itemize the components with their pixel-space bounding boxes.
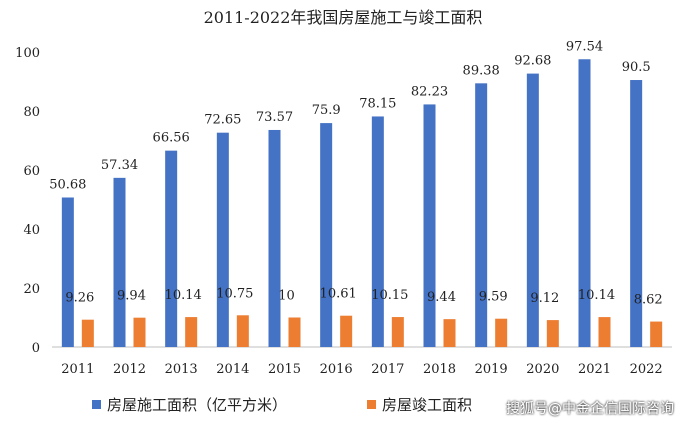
- legend-swatch-series-2: [367, 400, 376, 409]
- x-tick-label: 2015: [268, 362, 301, 377]
- bar-series-2: [391, 317, 404, 347]
- bar-series-2: [650, 321, 663, 347]
- bar-series-1: [423, 104, 436, 347]
- x-tick-label: 2013: [165, 362, 198, 377]
- data-label-series-1: 72.65: [204, 113, 241, 128]
- x-tick-label: 2012: [113, 362, 146, 377]
- legend-label-series-2: 房屋竣工面积: [382, 396, 473, 414]
- bar-series-2: [185, 317, 198, 347]
- data-label-series-2: 9.94: [117, 289, 146, 304]
- data-label-series-1: 92.68: [514, 54, 551, 69]
- bar-series-1: [113, 177, 126, 347]
- data-label-series-2: 9.26: [65, 291, 94, 306]
- bar-chart: 0 20 40 60 80 100 2011 2012 2013 2014 2015 2016 2017…: [15, 39, 672, 377]
- x-tick-label: 2018: [423, 362, 456, 377]
- x-tick-label: 2019: [475, 362, 508, 377]
- data-label-series-2: 10.61: [320, 287, 357, 302]
- watermark: 搜狐号@中金企信国际咨询: [506, 401, 674, 417]
- bar-series-1: [526, 73, 539, 348]
- bar-series-1: [578, 59, 591, 348]
- data-label-series-2: 8.62: [634, 293, 663, 308]
- bar-series-2: [81, 319, 94, 347]
- x-tick-label: 2011: [61, 362, 94, 377]
- bar-series-1: [61, 197, 74, 347]
- y-tick-label: 100: [15, 46, 40, 61]
- bar-series-1: [320, 123, 333, 347]
- data-label-series-1: 66.56: [153, 131, 190, 146]
- legend-item-series-1: 房屋施工面积（亿平方米）: [92, 394, 287, 415]
- data-label-series-1: 97.54: [566, 39, 603, 54]
- data-label-series-2: 9.12: [530, 291, 559, 306]
- bar-series-1: [216, 132, 229, 347]
- data-label-series-1: 73.57: [256, 110, 293, 125]
- x-tick-label: 2022: [630, 362, 663, 377]
- x-tick-label: 2021: [578, 362, 611, 377]
- bar-series-2: [546, 320, 559, 347]
- data-label-series-1: 78.15: [359, 96, 396, 111]
- data-label-series-1: 57.34: [101, 158, 138, 173]
- bar-series-2: [236, 315, 249, 347]
- data-label-series-2: 10.14: [578, 288, 615, 303]
- bar-series-2: [133, 317, 146, 347]
- data-label-series-2: 10.14: [165, 288, 202, 303]
- x-tick-label: 2014: [216, 362, 249, 377]
- bar-series-2: [443, 319, 456, 347]
- bar-series-1: [475, 83, 488, 347]
- data-label-series-2: 9.59: [479, 290, 508, 305]
- data-label-series-2: 10: [278, 289, 295, 304]
- bar-series-2: [598, 317, 611, 347]
- data-label-series-1: 50.68: [49, 177, 86, 192]
- data-label-series-2: 10.75: [216, 286, 253, 301]
- bar-series-2: [340, 315, 353, 347]
- y-tick-label: 20: [23, 282, 40, 297]
- y-tick-label: 0: [32, 341, 40, 356]
- data-label-series-1: 75.9: [312, 103, 341, 118]
- x-tick-label: 2017: [371, 362, 404, 377]
- bar-series-1: [268, 129, 281, 347]
- legend-label-series-1: 房屋施工面积（亿平方米）: [107, 396, 288, 414]
- bar-series-2: [495, 318, 508, 347]
- chart-title: 2011-2022年我国房屋施工与竣工面积: [203, 8, 483, 27]
- legend-swatch-series-1: [92, 400, 101, 409]
- data-label-series-1: 90.5: [622, 60, 651, 75]
- data-label-series-2: 9.44: [427, 290, 456, 305]
- y-tick-label: 60: [23, 164, 40, 179]
- bar-series-1: [630, 80, 643, 348]
- x-tick-label: 2016: [320, 362, 353, 377]
- bar-series-2: [288, 317, 301, 347]
- bar-series-1: [165, 150, 178, 347]
- data-label-series-2: 10.15: [371, 288, 408, 303]
- data-label-series-1: 89.38: [463, 63, 500, 78]
- y-tick-label: 80: [23, 105, 40, 120]
- legend-item-series-2: 房屋竣工面积: [367, 394, 472, 415]
- bar-series-1: [371, 116, 384, 348]
- data-label-series-1: 82.23: [411, 84, 448, 99]
- x-tick-label: 2020: [526, 362, 559, 377]
- legend: 房屋施工面积（亿平方米） 房屋竣工面积: [0, 394, 686, 418]
- y-tick-label: 40: [23, 223, 40, 238]
